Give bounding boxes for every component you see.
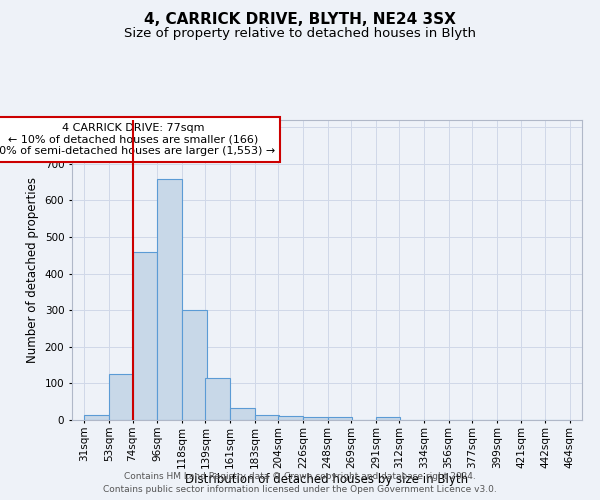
Text: 4, CARRICK DRIVE, BLYTH, NE24 3SX: 4, CARRICK DRIVE, BLYTH, NE24 3SX (144, 12, 456, 28)
Bar (230, 408, 255, 420)
Bar (376, 417, 400, 420)
Text: Size of property relative to detached houses in Blyth: Size of property relative to detached ho… (124, 28, 476, 40)
Bar (109, 374, 134, 420)
Bar (255, 414, 280, 420)
Bar (205, 378, 230, 420)
Bar (278, 416, 303, 420)
Bar (303, 417, 328, 420)
Text: 4 CARRICK DRIVE: 77sqm
← 10% of detached houses are smaller (166)
90% of semi-de: 4 CARRICK DRIVE: 77sqm ← 10% of detached… (0, 123, 275, 156)
Bar (182, 310, 206, 420)
Bar (85, 414, 109, 420)
Text: Contains HM Land Registry data © Crown copyright and database right 2024.: Contains HM Land Registry data © Crown c… (124, 472, 476, 481)
Bar (133, 252, 157, 420)
Text: Contains public sector information licensed under the Open Government Licence v3: Contains public sector information licen… (103, 485, 497, 494)
Y-axis label: Number of detached properties: Number of detached properties (26, 177, 39, 363)
Bar (328, 417, 352, 420)
X-axis label: Distribution of detached houses by size in Blyth: Distribution of detached houses by size … (185, 473, 469, 486)
Bar (157, 178, 182, 420)
